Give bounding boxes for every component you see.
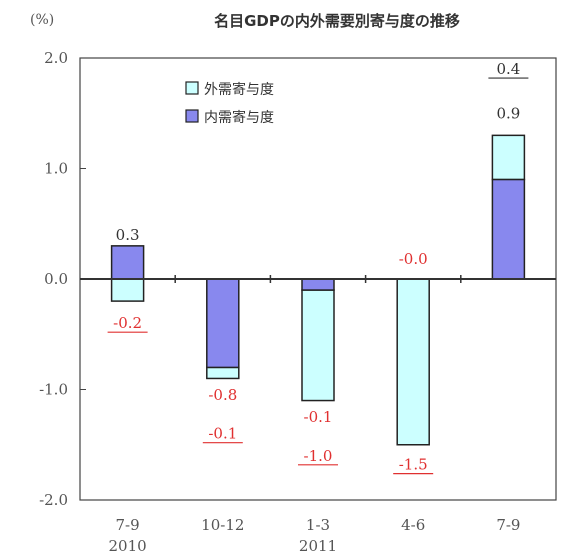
legend-label: 内需寄与度 <box>204 109 274 126</box>
data-label: -0.0 <box>399 250 428 268</box>
data-label: 0.4 <box>496 60 520 78</box>
bar-external-demand <box>110 278 145 302</box>
x-tick-label: 1-3 <box>306 516 330 534</box>
data-label: -0.8 <box>208 386 237 404</box>
data-label: -0.1 <box>304 408 333 426</box>
x-tick-year-label: 2011 <box>299 537 337 555</box>
x-tick-label: 10-12 <box>201 516 244 534</box>
data-label: 0.3 <box>116 226 140 244</box>
legend-label: 外需寄与度 <box>204 81 274 98</box>
y-tick-label: -1.0 <box>39 381 68 399</box>
y-tick-label: 1.0 <box>44 160 68 178</box>
bar-external-demand <box>206 366 240 380</box>
legend-swatch <box>185 81 199 95</box>
legend-swatch <box>185 109 199 123</box>
data-label: -0.1 <box>208 425 237 443</box>
data-label: 0.9 <box>496 104 520 122</box>
y-tick-label: 0.0 <box>44 270 68 288</box>
chart-title: 名目GDPの内外需要別寄与度の推移 <box>214 12 460 30</box>
data-label: -1.0 <box>304 447 333 465</box>
bar-domestic-demand <box>301 278 335 291</box>
bar-domestic-demand <box>110 245 145 280</box>
x-tick-label: 7-9 <box>496 516 520 534</box>
bar-external-demand <box>301 289 335 402</box>
data-label: -0.2 <box>113 314 142 332</box>
y-unit-label: (%) <box>30 12 54 28</box>
bar-external-demand <box>491 134 526 181</box>
bar-domestic-demand <box>206 278 240 369</box>
x-tick-label: 4-6 <box>401 516 425 534</box>
y-tick-label: -2.0 <box>39 491 68 509</box>
x-tick-label: 7-9 <box>116 516 140 534</box>
x-tick-year-label: 2010 <box>109 537 147 555</box>
bar-domestic-demand <box>491 178 526 280</box>
data-label: -1.5 <box>399 456 428 474</box>
bar-external-demand <box>396 278 430 446</box>
y-tick-label: 2.0 <box>44 49 68 67</box>
